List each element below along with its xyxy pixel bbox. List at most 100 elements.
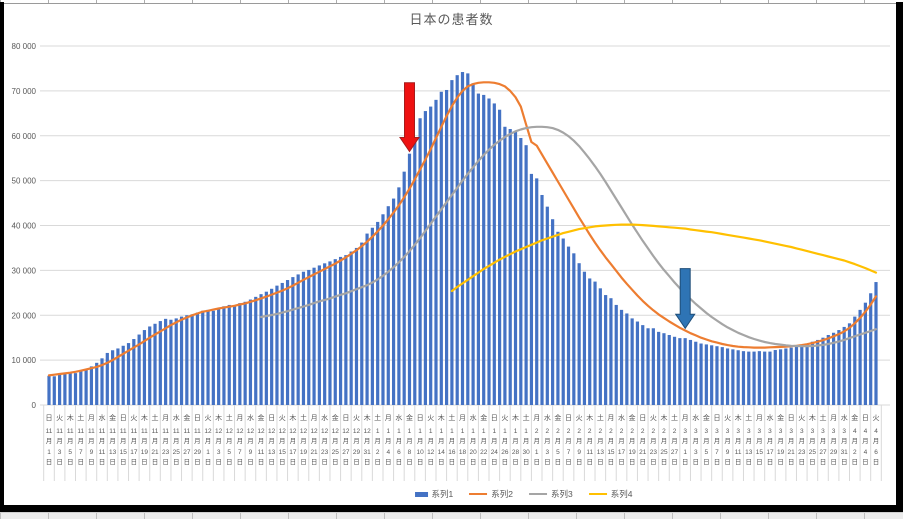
x-axis-tick-label: 日 <box>841 458 848 466</box>
bar-系列1 <box>810 341 814 405</box>
x-axis-tick-label: 1 <box>439 428 443 435</box>
bar-系列1 <box>651 328 655 405</box>
x-axis-tick-label: 月 <box>777 437 784 445</box>
x-axis-tick-label: 1 <box>514 428 518 435</box>
bar-系列1 <box>529 173 534 405</box>
x-axis-tick-label: 月 <box>544 437 551 445</box>
x-axis-tick-label: 月 <box>671 437 678 445</box>
red-down-arrow[interactable] <box>399 82 420 153</box>
x-axis-tick-label: 29 <box>353 449 361 456</box>
bar-系列1 <box>460 72 465 405</box>
x-axis-tick-label: 日 <box>480 458 487 466</box>
bar-系列1 <box>630 318 634 405</box>
legend-label-series4: 系列4 <box>610 489 633 499</box>
x-axis-tick-label: 30 <box>522 449 530 456</box>
x-axis-tick-label: 11 <box>586 449 593 456</box>
bar-系列1 <box>264 291 268 405</box>
x-axis-tick-label: 3 <box>694 449 698 456</box>
bar-系列1 <box>556 231 560 405</box>
x-axis-tick-label: 21 <box>151 449 159 456</box>
legend-item-series1[interactable]: 系列1 <box>414 488 453 500</box>
x-axis-tick-label: 日 <box>862 414 869 422</box>
x-axis-tick-label: 水 <box>544 413 551 422</box>
x-axis-tick-label: 月 <box>459 414 466 422</box>
x-axis-tick-label: 11 <box>173 428 180 435</box>
x-axis-tick-label: 日 <box>131 458 138 466</box>
bar-系列1 <box>508 129 512 406</box>
x-axis-tick-label: 日 <box>109 458 116 466</box>
x-axis-tick-label: 5 <box>68 449 72 456</box>
legend-item-series2[interactable]: 系列2 <box>469 488 513 500</box>
x-axis-tick-label: 月 <box>162 414 169 422</box>
bar-系列1 <box>768 351 772 405</box>
x-axis-tick-label: 2 <box>652 428 656 435</box>
x-axis-tick-label: 3 <box>683 428 687 435</box>
x-axis-tick-label: 6 <box>397 449 401 456</box>
y-axis-tick-label: 40 000 <box>12 222 37 231</box>
x-axis-tick-label: 月 <box>88 414 95 422</box>
x-axis-tick-label: 3 <box>779 428 783 435</box>
bar-系列1 <box>418 118 422 405</box>
x-axis-tick-label: 月 <box>809 437 816 445</box>
sheet-bottom-cells <box>0 512 903 519</box>
bar-系列1 <box>84 369 88 405</box>
x-axis-tick-label: 日 <box>639 458 646 466</box>
x-axis-tick-label: 9 <box>90 449 94 456</box>
x-axis-tick-label: 1 <box>492 428 496 435</box>
bar-系列1 <box>598 288 602 405</box>
x-axis-tick-label: 23 <box>162 449 170 456</box>
x-axis-tick-label: 月 <box>756 414 763 422</box>
x-axis-tick-label: 火 <box>724 414 731 422</box>
x-axis-tick-label: 17 <box>618 449 626 456</box>
x-axis-tick-label: 月 <box>693 437 700 445</box>
bar-系列1 <box>572 253 576 405</box>
bar-系列1 <box>455 75 459 405</box>
bar-系列1 <box>837 330 841 405</box>
x-axis-tick-label: 金 <box>851 413 858 422</box>
x-axis-tick-label: 1 <box>386 428 390 435</box>
x-axis-tick-label: 日 <box>491 414 498 422</box>
bar-系列1 <box>641 325 645 405</box>
x-axis-tick-label: 12 <box>247 428 255 435</box>
bar-系列1 <box>52 376 56 405</box>
x-axis-tick-label: 水 <box>173 413 180 422</box>
x-axis-tick-label: 火 <box>353 414 360 422</box>
legend-item-series3[interactable]: 系列3 <box>529 488 573 500</box>
x-axis-tick-label: 日 <box>364 458 371 466</box>
x-axis-tick-label: 3 <box>811 428 815 435</box>
legend-item-series4[interactable]: 系列4 <box>588 488 633 500</box>
x-axis-tick-label: 25 <box>332 449 340 456</box>
x-axis-tick-label: 日 <box>152 458 159 466</box>
x-axis-tick-label: 日 <box>873 458 880 466</box>
x-axis-tick-label: 水 <box>470 413 477 422</box>
x-axis-tick-label: 月 <box>78 437 85 445</box>
bar-系列1 <box>201 310 205 405</box>
bar-系列1 <box>439 91 443 406</box>
bar-系列1 <box>561 238 565 405</box>
x-axis-tick-label: 月 <box>321 437 328 445</box>
x-axis-tick-label: 2 <box>556 428 560 435</box>
x-axis-tick-label: 月 <box>512 437 519 445</box>
bar-系列1 <box>121 345 125 405</box>
bar-系列1 <box>190 314 194 405</box>
x-axis-tick-label: 日 <box>406 458 413 466</box>
x-axis-tick-label: 4 <box>853 428 857 435</box>
x-axis-tick-label: 2 <box>641 428 645 435</box>
x-axis-tick-label: 月 <box>650 437 657 445</box>
x-axis-tick-label: 11 <box>88 428 95 435</box>
bar-系列1 <box>619 309 624 405</box>
bar-系列1 <box>232 305 237 405</box>
x-axis-tick-label: 日 <box>396 458 403 466</box>
x-axis-tick-label: 月 <box>173 437 180 445</box>
bar-系列1 <box>519 137 523 405</box>
blue-down-arrow[interactable] <box>674 268 696 330</box>
x-axis-tick-label: 日 <box>385 458 392 466</box>
bar-系列1 <box>540 194 544 405</box>
x-axis-tick-label: 金 <box>332 413 339 422</box>
bar-系列1 <box>391 198 396 405</box>
x-axis-tick-label: 土 <box>745 413 752 422</box>
x-axis-tick-label: 日 <box>597 458 604 466</box>
x-axis-tick-label: 12 <box>215 428 223 435</box>
